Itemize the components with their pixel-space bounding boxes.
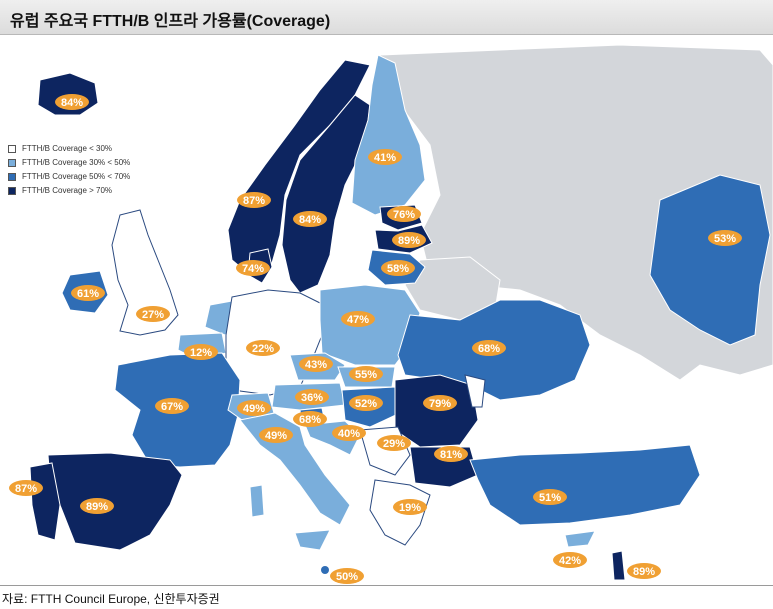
coverage-badge-ireland: 61% xyxy=(71,285,105,301)
coverage-badge-france: 67% xyxy=(155,398,189,414)
coverage-badge-latvia: 89% xyxy=(392,232,426,248)
legend-label: FTTH/B Coverage < 30% xyxy=(22,144,113,153)
svg-text:68%: 68% xyxy=(299,414,321,426)
coverage-badge-serbia: 29% xyxy=(377,435,411,451)
coverage-badge-greece: 19% xyxy=(393,499,427,515)
map-legend: FTTH/B Coverage < 30% FTTH/B Coverage 30… xyxy=(8,142,130,198)
svg-text:89%: 89% xyxy=(398,235,420,247)
coverage-badge-iceland: 84% xyxy=(55,94,89,110)
svg-text:49%: 49% xyxy=(265,430,287,442)
legend-swatch xyxy=(8,173,16,181)
title-bar: 유럽 주요국 FTTH/B 인프라 가용률(Coverage) xyxy=(0,0,773,35)
country-romania xyxy=(394,374,479,448)
svg-text:84%: 84% xyxy=(61,97,83,109)
coverage-badge-finland: 41% xyxy=(368,149,402,165)
svg-text:58%: 58% xyxy=(387,263,409,275)
svg-text:68%: 68% xyxy=(478,343,500,355)
coverage-badge-ukraine: 68% xyxy=(472,340,506,356)
europe-map: 84% 87% 84% 41% 76% 89% 58% 74% 61% 27% … xyxy=(0,35,773,585)
coverage-badge-malta: 50% xyxy=(330,568,364,584)
svg-text:87%: 87% xyxy=(243,195,265,207)
coverage-badge-lithuania: 58% xyxy=(381,260,415,276)
svg-text:61%: 61% xyxy=(77,288,99,300)
svg-text:81%: 81% xyxy=(440,449,462,461)
svg-text:74%: 74% xyxy=(242,263,264,275)
svg-text:49%: 49% xyxy=(243,403,265,415)
svg-text:79%: 79% xyxy=(429,398,451,410)
coverage-badge-netherlands: 12% xyxy=(184,344,218,360)
coverage-badge-spain: 89% xyxy=(80,498,114,514)
coverage-badge-denmark: 74% xyxy=(236,260,270,276)
svg-text:42%: 42% xyxy=(559,555,581,567)
coverage-badge-sweden: 84% xyxy=(293,211,327,227)
svg-text:53%: 53% xyxy=(714,233,736,245)
coverage-badge-bulgaria: 81% xyxy=(434,446,468,462)
country-sardinia xyxy=(249,484,265,518)
svg-text:67%: 67% xyxy=(161,401,183,413)
legend-label: FTTH/B Coverage 50% < 70% xyxy=(22,172,131,181)
legend-item-gt70: FTTH/B Coverage > 70% xyxy=(8,184,130,198)
svg-text:76%: 76% xyxy=(393,209,415,221)
legend-item-30-50: FTTH/B Coverage 30% < 50% xyxy=(8,156,130,170)
country-cyprus xyxy=(564,530,596,548)
svg-text:43%: 43% xyxy=(305,359,327,371)
country-israel xyxy=(611,550,626,581)
legend-item-50-70: FTTH/B Coverage 50% < 70% xyxy=(8,170,130,184)
coverage-badge-croatia: 40% xyxy=(332,425,366,441)
svg-text:89%: 89% xyxy=(86,501,108,513)
coverage-badge-austria: 36% xyxy=(295,389,329,405)
country-moldova xyxy=(464,374,486,408)
svg-text:41%: 41% xyxy=(374,152,396,164)
svg-text:29%: 29% xyxy=(383,438,405,450)
svg-text:87%: 87% xyxy=(15,483,37,495)
svg-text:12%: 12% xyxy=(190,347,212,359)
coverage-badge-hungary: 52% xyxy=(349,395,383,411)
svg-text:40%: 40% xyxy=(338,428,360,440)
coverage-badge-czech: 43% xyxy=(299,356,333,372)
country-turkey xyxy=(469,444,701,526)
coverage-badge-germany: 22% xyxy=(246,340,280,356)
svg-text:36%: 36% xyxy=(301,392,323,404)
country-russia-east xyxy=(649,174,771,346)
svg-text:84%: 84% xyxy=(299,214,321,226)
legend-label: FTTH/B Coverage 30% < 50% xyxy=(22,158,131,167)
legend-swatch xyxy=(8,187,16,195)
coverage-badge-slovenia: 68% xyxy=(293,411,327,427)
coverage-badge-romania: 79% xyxy=(423,395,457,411)
coverage-badge-estonia: 76% xyxy=(387,206,421,222)
legend-swatch xyxy=(8,159,16,167)
source-note: 자료: FTTH Council Europe, 신한투자증권 xyxy=(2,592,220,606)
country-sicily xyxy=(294,529,331,551)
svg-text:22%: 22% xyxy=(252,343,274,355)
legend-label: FTTH/B Coverage > 70% xyxy=(22,186,113,195)
coverage-badge-cyprus: 42% xyxy=(553,552,587,568)
svg-text:51%: 51% xyxy=(539,492,561,504)
legend-item-lt30: FTTH/B Coverage < 30% xyxy=(8,142,130,156)
svg-text:89%: 89% xyxy=(633,566,655,578)
coverage-badge-switzerland: 49% xyxy=(237,400,271,416)
svg-text:55%: 55% xyxy=(355,369,377,381)
legend-swatch xyxy=(8,145,16,153)
coverage-badge-slovakia: 55% xyxy=(349,366,383,382)
coverage-badge-turkey: 51% xyxy=(533,489,567,505)
country-malta xyxy=(321,566,329,574)
coverage-badge-italy: 49% xyxy=(259,427,293,443)
coverage-badge-uk: 27% xyxy=(136,306,170,322)
coverage-badge-poland: 47% xyxy=(341,311,375,327)
svg-text:19%: 19% xyxy=(399,502,421,514)
country-uk xyxy=(111,209,179,336)
coverage-badge-israel: 89% xyxy=(627,563,661,579)
svg-text:50%: 50% xyxy=(336,571,358,583)
coverage-badge-russia: 53% xyxy=(708,230,742,246)
footer: 자료: FTTH Council Europe, 신한투자증권 xyxy=(0,585,773,609)
chart-title: 유럽 주요국 FTTH/B 인프라 가용률(Coverage) xyxy=(10,13,331,30)
coverage-badge-norway: 87% xyxy=(237,192,271,208)
coverage-badge-portugal: 87% xyxy=(9,480,43,496)
svg-text:52%: 52% xyxy=(355,398,377,410)
svg-text:27%: 27% xyxy=(142,309,164,321)
svg-text:47%: 47% xyxy=(347,314,369,326)
